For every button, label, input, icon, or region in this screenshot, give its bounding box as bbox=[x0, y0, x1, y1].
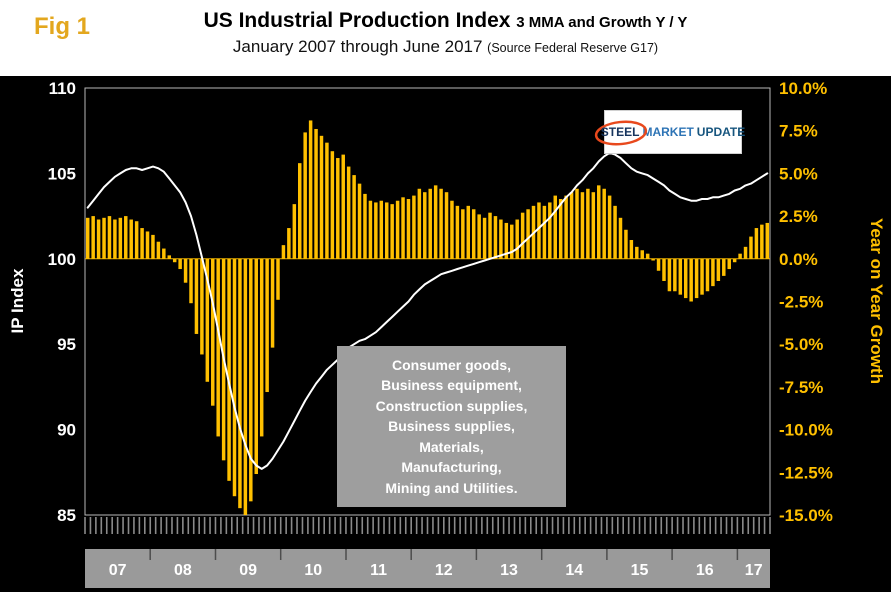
svg-text:-10.0%: -10.0% bbox=[779, 421, 833, 440]
year-label: 10 bbox=[304, 562, 322, 579]
annotation-line: Manufacturing, bbox=[401, 459, 502, 476]
svg-text:-5.0%: -5.0% bbox=[779, 335, 823, 354]
svg-text:100: 100 bbox=[48, 250, 76, 269]
chart-header: Fig 1 US Industrial Production Index 3 M… bbox=[0, 0, 891, 76]
svg-text:2.5%: 2.5% bbox=[779, 207, 818, 226]
svg-text:110: 110 bbox=[49, 79, 76, 98]
month-ticks bbox=[84, 517, 771, 534]
title-main: US Industrial Production Index bbox=[203, 9, 511, 32]
page-title: US Industrial Production Index 3 MMA and… bbox=[0, 9, 891, 33]
year-axis-band: 07 08 09 10 11 12 13 14 15 16 17 bbox=[85, 549, 770, 588]
right-axis-title: Year on Year Growth bbox=[867, 218, 886, 384]
left-axis-ticks: 110 105 100 95 90 85 bbox=[48, 79, 76, 525]
logo-word-steel: STEEL bbox=[600, 125, 640, 139]
year-label: 17 bbox=[745, 562, 763, 579]
annotation-line: Mining and Utilities. bbox=[385, 479, 518, 496]
year-label: 07 bbox=[109, 562, 127, 579]
sectors-annotation-box: Consumer goods, Business equipment, Cons… bbox=[337, 346, 566, 508]
logo-swoosh-icon bbox=[594, 120, 647, 146]
svg-text:7.5%: 7.5% bbox=[779, 122, 818, 141]
year-label: 09 bbox=[239, 562, 257, 579]
year-label: 15 bbox=[631, 562, 649, 579]
year-label: 16 bbox=[696, 562, 714, 579]
year-label: 08 bbox=[174, 562, 192, 579]
svg-text:-7.5%: -7.5% bbox=[779, 378, 823, 397]
logo-text: STEEL MARKET UPDATE bbox=[594, 120, 746, 146]
steel-market-update-logo: STEEL MARKET UPDATE bbox=[594, 110, 746, 154]
svg-text:95: 95 bbox=[57, 335, 76, 354]
ip-line bbox=[86, 151, 769, 470]
logo-word-market: MARKET bbox=[642, 125, 694, 139]
svg-text:-12.5%: -12.5% bbox=[779, 463, 833, 482]
logo-word-update: UPDATE bbox=[696, 125, 746, 139]
svg-text:85: 85 bbox=[57, 506, 76, 525]
svg-text:5.0%: 5.0% bbox=[779, 164, 818, 183]
chart-subtitle: January 2007 through June 2017 (Source F… bbox=[0, 37, 891, 57]
svg-text:105: 105 bbox=[48, 164, 76, 183]
svg-text:-2.5%: -2.5% bbox=[779, 293, 823, 312]
svg-text:-15.0%: -15.0% bbox=[779, 506, 833, 525]
annotation-line: Construction supplies, bbox=[375, 397, 528, 414]
annotation-line: Business supplies, bbox=[388, 418, 515, 435]
svg-text:0.0%: 0.0% bbox=[779, 250, 818, 269]
annotation-line: Business equipment, bbox=[381, 377, 522, 394]
annotation-line: Consumer goods, bbox=[391, 357, 511, 373]
left-axis-title: IP Index bbox=[8, 268, 27, 334]
year-label: 14 bbox=[565, 562, 583, 579]
figure-label: Fig 1 bbox=[34, 13, 91, 40]
svg-text:10.0%: 10.0% bbox=[779, 79, 827, 98]
subtitle-range: January 2007 through June 2017 bbox=[232, 37, 483, 57]
chart-titles: US Industrial Production Index 3 MMA and… bbox=[0, 0, 891, 57]
year-label: 11 bbox=[370, 562, 387, 579]
plot-border bbox=[84, 87, 771, 516]
subtitle-source: (Source Federal Reserve G17) bbox=[487, 41, 659, 56]
title-suffix: 3 MMA and Growth Y / Y bbox=[516, 14, 688, 31]
year-label: 13 bbox=[500, 562, 518, 579]
year-label: 12 bbox=[435, 562, 453, 579]
svg-text:90: 90 bbox=[57, 421, 76, 440]
growth-bars bbox=[85, 120, 770, 515]
annotation-line: Materials, bbox=[419, 438, 484, 455]
right-axis-ticks: 10.0% 7.5% 5.0% 2.5% 0.0% -2.5% -5.0% -7.5% -10.… bbox=[779, 79, 833, 525]
